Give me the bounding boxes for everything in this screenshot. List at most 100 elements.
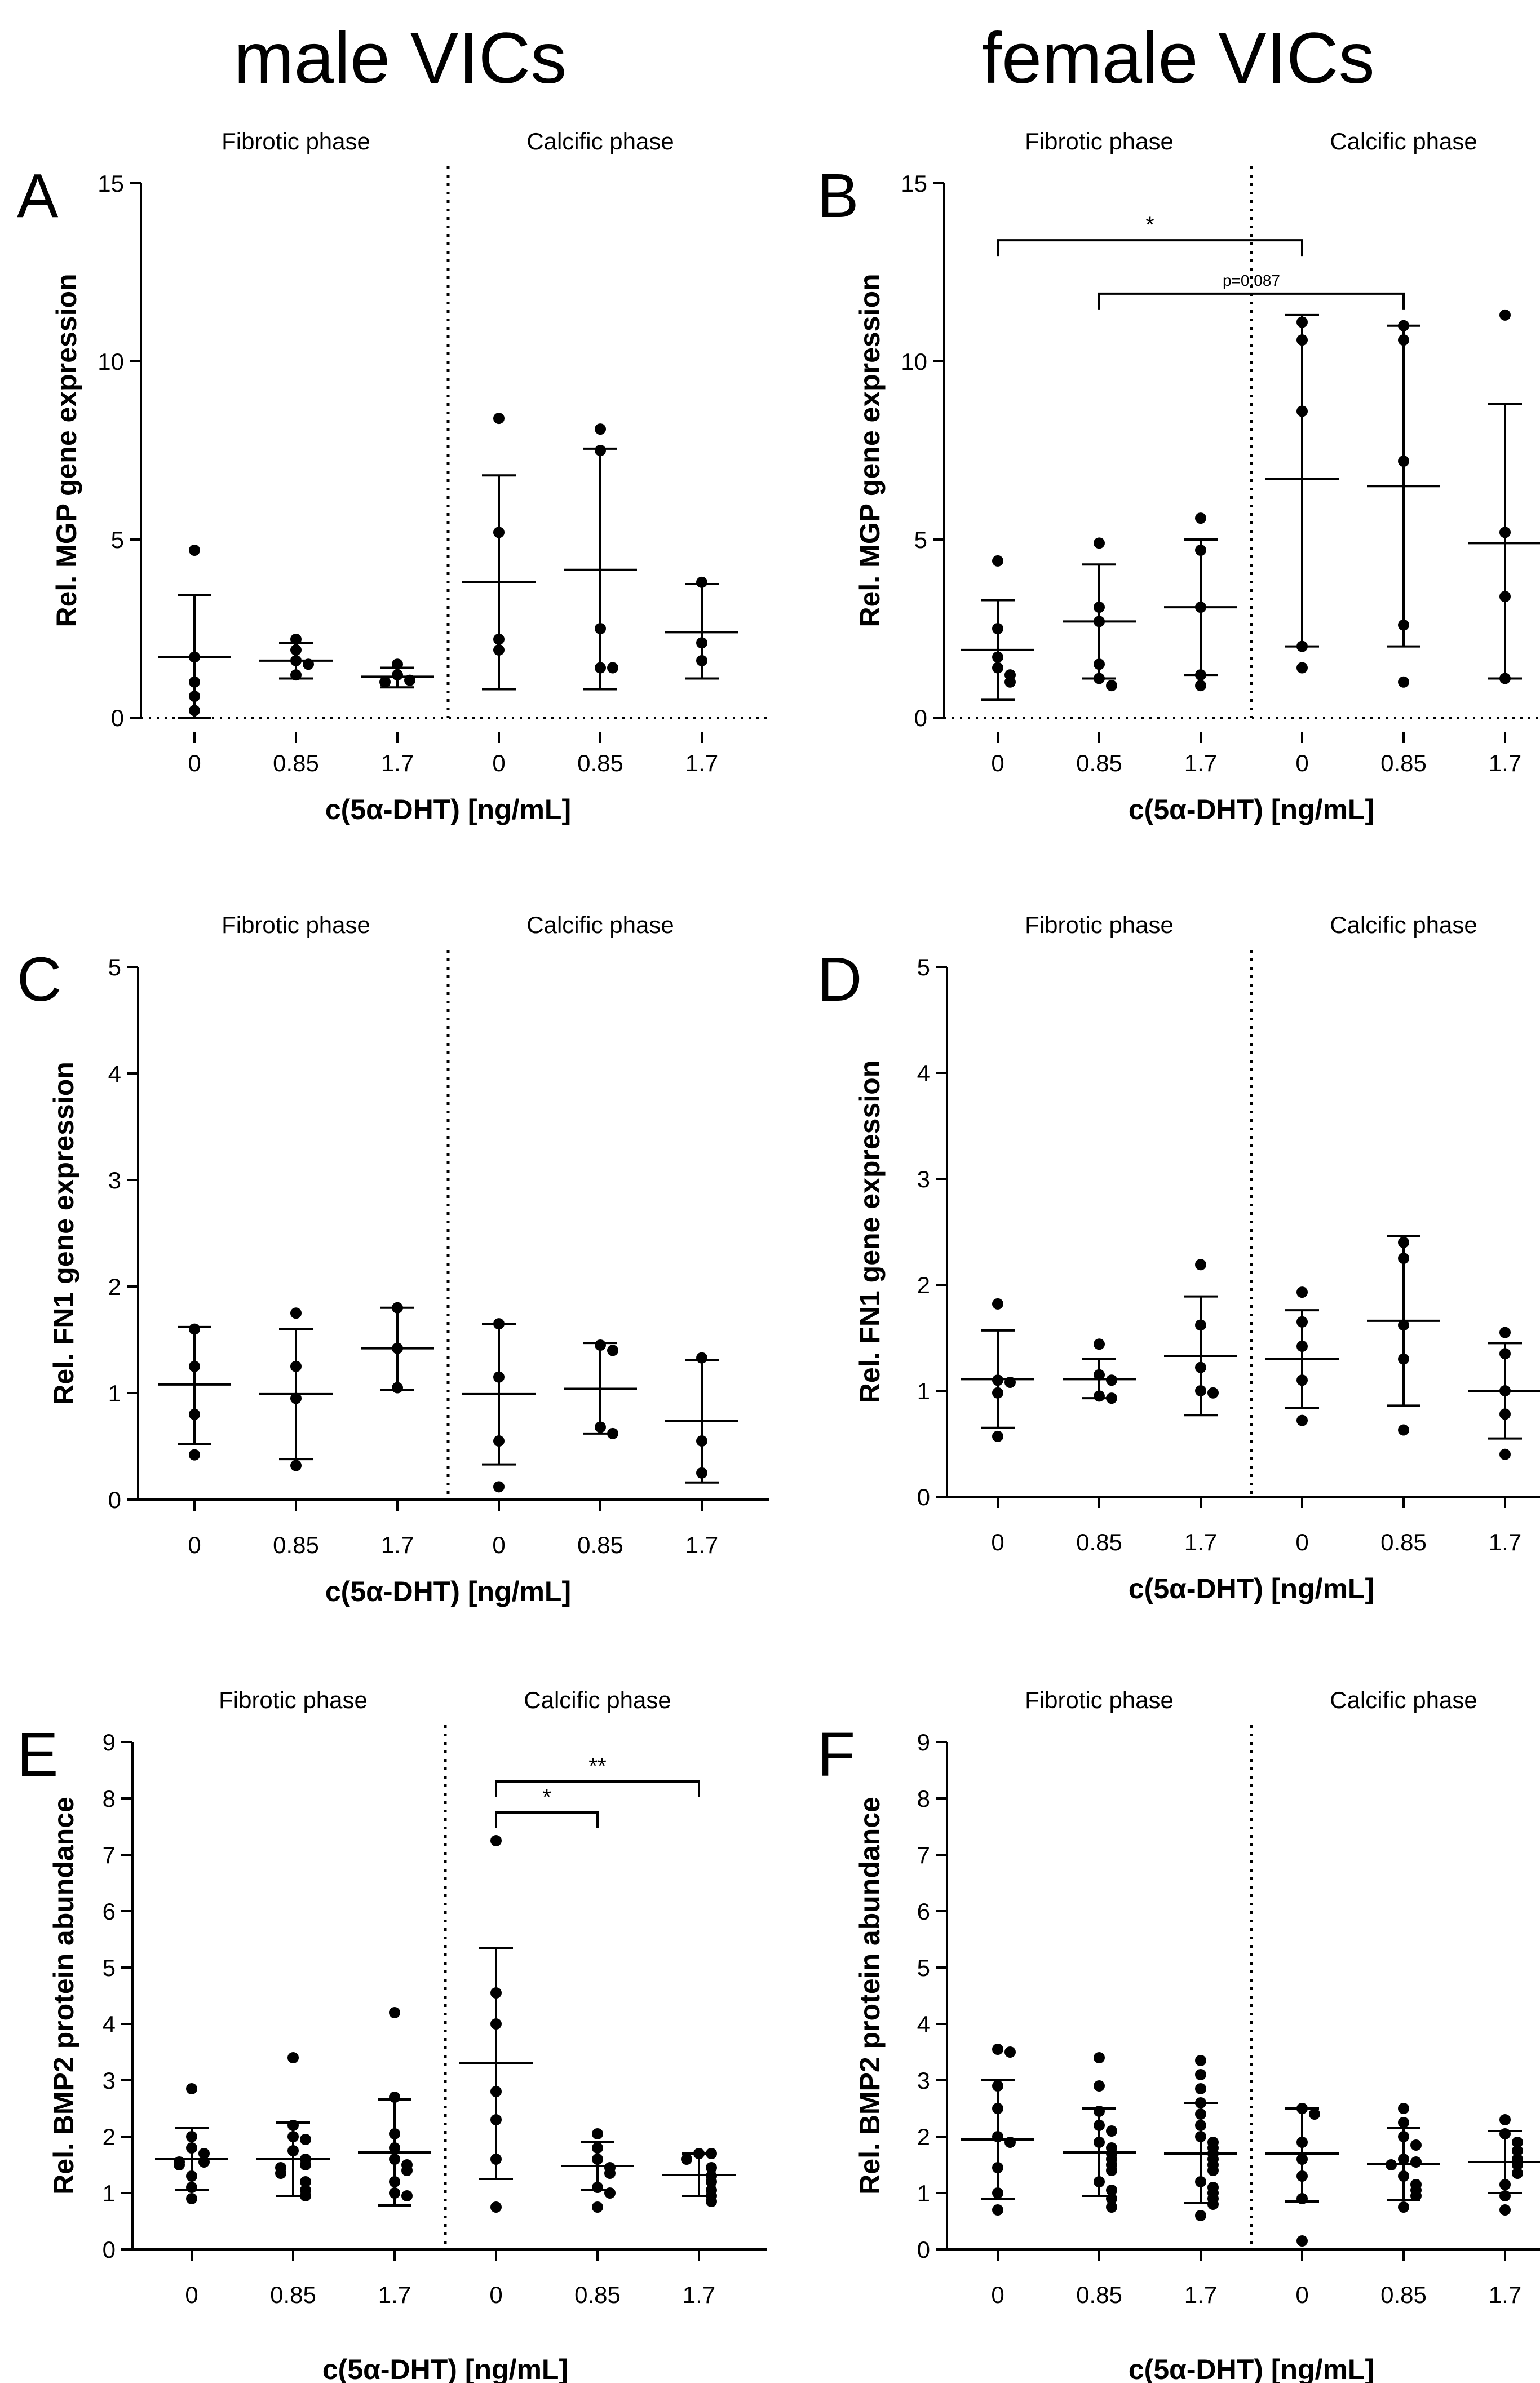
x-tick-label: 0 [492, 750, 505, 776]
data-point [189, 705, 200, 717]
x-tick-label: 0.85 [1076, 750, 1122, 776]
data-point [300, 2190, 311, 2201]
y-tick-label: 6 [103, 1898, 116, 1925]
y-tick-label: 2 [103, 2124, 116, 2150]
data-point [189, 1449, 200, 1461]
data-point [379, 676, 391, 688]
x-axis-label: c(5α-DHT) [ng/mL] [1129, 794, 1374, 825]
y-axis-label: Rel. FN1 gene expression [48, 1062, 79, 1405]
y-tick-label: 3 [108, 1167, 121, 1193]
data-point [595, 1421, 606, 1433]
data-point [1195, 1385, 1206, 1396]
y-tick-label: 4 [108, 1060, 121, 1087]
data-point [493, 1481, 505, 1493]
significance-bracket [495, 1780, 700, 1797]
data-point [174, 2159, 185, 2170]
data-point [1094, 616, 1105, 627]
data-point [1106, 2165, 1117, 2176]
x-tick-label: 0.85 [1380, 2282, 1427, 2308]
x-tick-label: 0.85 [273, 750, 319, 776]
x-axis-label: c(5α-DHT) [ng/mL] [322, 2354, 568, 2383]
y-tick-label: 6 [917, 1898, 930, 1925]
data-point [992, 2044, 1003, 2055]
y-tick-label: 3 [917, 2067, 930, 2094]
data-point [290, 1460, 302, 1471]
x-tick-label: 0 [492, 1532, 505, 1558]
data-point [186, 2083, 197, 2094]
data-point [287, 2120, 299, 2131]
data-point [186, 2131, 197, 2142]
significance-bracket [997, 239, 1303, 257]
data-point [389, 2142, 400, 2154]
chart-panel-b: B Fibrotic phase Calcific phase 0 5 10 15 0 0.85… [817, 128, 1540, 825]
data-point [490, 1835, 502, 1846]
x-tick-label: 1.7 [1184, 2282, 1217, 2308]
data-point [992, 623, 1003, 634]
data-point [1499, 1448, 1511, 1460]
data-point [1296, 1286, 1308, 1298]
column-title-female: female VICs [981, 18, 1375, 99]
phase-label-fibrotic: Fibrotic phase [222, 128, 370, 154]
x-tick-label: 0 [185, 2282, 198, 2308]
data-point [198, 2156, 210, 2168]
y-tick-label: 2 [917, 2124, 930, 2150]
data-point [1398, 2170, 1409, 2182]
significance-bracket [495, 1811, 599, 1828]
x-tick-label: 1.7 [1184, 1529, 1217, 1555]
data-point [287, 2052, 299, 2063]
data-point [1512, 2137, 1523, 2148]
significance-label: * [542, 1785, 551, 1810]
data-point [1296, 1414, 1308, 1426]
x-tick-label: 0 [991, 2282, 1004, 2308]
y-axis-label: Rel. FN1 gene expression [854, 1060, 886, 1404]
data-point [595, 445, 606, 456]
data-point [1499, 1408, 1511, 1420]
data-point [1386, 2159, 1397, 2170]
significance-label: * [1145, 213, 1154, 237]
data-point [992, 2103, 1003, 2114]
x-tick-label: 0 [991, 750, 1004, 776]
data-point [1004, 676, 1016, 688]
x-tick-label: 1.7 [1489, 1529, 1521, 1555]
panel-letter: A [17, 161, 59, 231]
data-point [404, 674, 415, 686]
data-point [1296, 2103, 1308, 2114]
data-point [992, 1374, 1003, 1386]
data-point [992, 1298, 1003, 1310]
y-tick-label: 4 [917, 1060, 930, 1086]
data-point [1499, 2114, 1511, 2125]
data-point [1207, 1387, 1219, 1399]
data-point [1398, 1253, 1409, 1264]
data-point [290, 1360, 302, 1372]
data-point [1410, 2190, 1422, 2201]
chart-panel-e: E Fibrotic phase Calcific phase 0 1 2 3 4 5 6 7 8 9 0… [17, 1687, 767, 2383]
data-point [992, 2080, 1003, 2092]
data-point [706, 2176, 717, 2187]
data-point [1195, 512, 1206, 524]
data-point [992, 651, 1003, 663]
data-point [290, 644, 302, 656]
data-point [1296, 2170, 1308, 2182]
phase-label-fibrotic: Fibrotic phase [219, 1687, 368, 1713]
data-point [1296, 1374, 1308, 1386]
phase-label-calcific: Calcific phase [1330, 1687, 1477, 1713]
data-point [1398, 320, 1409, 331]
data-point [490, 1987, 502, 1999]
y-tick-label: 1 [917, 2180, 930, 2207]
data-point [389, 2007, 400, 2018]
data-point [1398, 2103, 1409, 2114]
x-tick-label: 1.7 [1184, 750, 1217, 776]
data-point [1398, 2201, 1409, 2213]
data-point [1296, 1316, 1308, 1328]
data-point [1499, 527, 1511, 538]
y-tick-label: 5 [111, 527, 124, 553]
data-point [198, 2148, 210, 2159]
y-tick-label: 1 [917, 1378, 930, 1404]
phase-label-calcific: Calcific phase [1330, 128, 1477, 154]
y-tick-label: 3 [103, 2067, 116, 2094]
y-tick-label: 10 [901, 348, 927, 375]
data-point [696, 576, 707, 588]
data-point [595, 1339, 606, 1351]
x-tick-label: 0 [1295, 750, 1308, 776]
data-point [189, 676, 200, 688]
